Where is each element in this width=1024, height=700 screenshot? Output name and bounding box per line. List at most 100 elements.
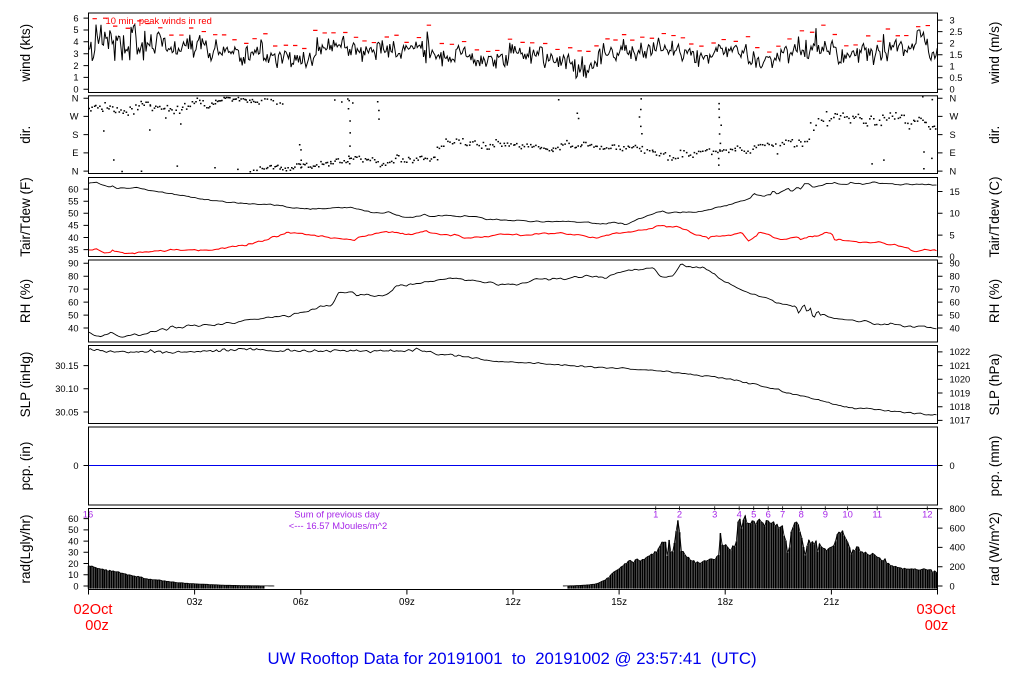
svg-text:S: S: [950, 130, 956, 140]
svg-text:S: S: [72, 130, 78, 140]
svg-text:4: 4: [73, 37, 78, 47]
svg-text:0: 0: [950, 85, 955, 95]
svg-text:50: 50: [950, 310, 960, 320]
svg-text:Sum of previous day: Sum of previous day: [294, 509, 380, 520]
svg-text:3: 3: [712, 509, 717, 520]
svg-text:12: 12: [922, 509, 932, 520]
svg-text:4: 4: [737, 509, 742, 520]
svg-text:1.5: 1.5: [950, 50, 963, 60]
svg-text:1: 1: [653, 509, 658, 520]
svg-text:30.10: 30.10: [55, 384, 78, 394]
svg-text:rad (W/m^2): rad (W/m^2): [987, 512, 1002, 586]
svg-text:15: 15: [950, 187, 960, 197]
svg-text:60: 60: [68, 184, 78, 194]
svg-text:pcp. (mm): pcp. (mm): [987, 436, 1002, 497]
svg-text:1: 1: [950, 62, 955, 72]
svg-text:5: 5: [751, 509, 756, 520]
svg-text:30: 30: [68, 548, 78, 558]
svg-text:dir.: dir.: [18, 126, 33, 144]
svg-text:N: N: [950, 166, 957, 176]
svg-text:00z: 00z: [85, 618, 109, 634]
svg-text:11: 11: [872, 509, 882, 520]
svg-text:UW Rooftop Data for 20191001: UW Rooftop Data for 20191001 to 20191002…: [267, 649, 756, 668]
svg-text:1: 1: [73, 73, 78, 83]
svg-text:800: 800: [950, 504, 966, 514]
svg-text:1021: 1021: [950, 361, 971, 371]
svg-text:5: 5: [73, 25, 78, 35]
svg-text:6: 6: [766, 509, 771, 520]
svg-text:8: 8: [799, 509, 804, 520]
svg-text:SLP (hPa): SLP (hPa): [987, 353, 1002, 415]
svg-text:3: 3: [73, 49, 78, 59]
svg-text:02Oct: 02Oct: [74, 602, 113, 618]
svg-text:1022: 1022: [950, 347, 971, 357]
svg-text:09z: 09z: [399, 597, 415, 608]
svg-text:wind (kts): wind (kts): [18, 24, 33, 83]
svg-text:2.5: 2.5: [950, 27, 963, 37]
svg-text:E: E: [950, 148, 956, 158]
svg-text:20: 20: [68, 559, 78, 569]
svg-text:<--- 16.57 MJoules/m^2: <--- 16.57 MJoules/m^2: [289, 520, 387, 531]
svg-text:dir.: dir.: [987, 126, 1002, 144]
svg-text:N: N: [72, 166, 79, 176]
svg-text:7: 7: [780, 509, 785, 520]
svg-text:wind (m/s): wind (m/s): [987, 22, 1002, 85]
svg-text:70: 70: [950, 284, 960, 294]
svg-text:RH (%): RH (%): [18, 279, 33, 323]
svg-text:SLP (inHg): SLP (inHg): [18, 352, 33, 418]
svg-text:1018: 1018: [950, 402, 971, 412]
svg-text:0: 0: [950, 461, 955, 471]
svg-text:5: 5: [950, 230, 955, 240]
svg-text:2: 2: [950, 39, 955, 49]
svg-text:90: 90: [68, 259, 78, 269]
svg-text:40: 40: [68, 536, 78, 546]
svg-text:60: 60: [950, 297, 960, 307]
svg-text:0.5: 0.5: [950, 73, 963, 83]
svg-text:18z: 18z: [717, 597, 733, 608]
svg-text:pcp. (in): pcp. (in): [18, 442, 33, 491]
svg-text:10: 10: [68, 570, 78, 580]
svg-text:60: 60: [68, 514, 78, 524]
svg-text:2: 2: [73, 61, 78, 71]
svg-text:55: 55: [68, 197, 78, 207]
svg-text:12z: 12z: [505, 597, 521, 608]
svg-text:90: 90: [950, 259, 960, 269]
svg-text:N: N: [950, 94, 957, 104]
svg-text:40: 40: [950, 323, 960, 333]
svg-text:50: 50: [68, 525, 78, 535]
svg-text:600: 600: [950, 523, 966, 533]
svg-text:rad(Lgly/hr): rad(Lgly/hr): [18, 514, 33, 583]
svg-text:10: 10: [950, 209, 960, 219]
svg-text:1020: 1020: [950, 375, 971, 385]
svg-text:35: 35: [68, 245, 78, 255]
svg-text:0: 0: [73, 461, 78, 471]
svg-text:W: W: [950, 112, 959, 122]
svg-text:200: 200: [950, 562, 966, 572]
svg-text:6: 6: [73, 13, 78, 23]
svg-text:0: 0: [73, 581, 78, 591]
svg-text:80: 80: [68, 272, 78, 282]
svg-text:10: 10: [842, 509, 852, 520]
svg-text:1017: 1017: [950, 416, 971, 426]
svg-text:70: 70: [68, 284, 78, 294]
svg-text:0: 0: [73, 85, 78, 95]
svg-text:1019: 1019: [950, 388, 971, 398]
svg-text:0: 0: [950, 581, 955, 591]
svg-text:N: N: [72, 94, 79, 104]
svg-text:RH (%): RH (%): [987, 279, 1002, 323]
svg-text:03Oct: 03Oct: [917, 602, 956, 618]
svg-text:40: 40: [68, 323, 78, 333]
svg-text:40: 40: [68, 233, 78, 243]
svg-text:9: 9: [823, 509, 828, 520]
svg-text:30.15: 30.15: [55, 361, 78, 371]
svg-text:50: 50: [68, 209, 78, 219]
svg-text:3: 3: [950, 15, 955, 25]
svg-text:0: 0: [950, 252, 955, 262]
svg-text:W: W: [70, 112, 79, 122]
svg-text:21z: 21z: [824, 597, 840, 608]
svg-text:80: 80: [950, 272, 960, 282]
svg-text:60: 60: [68, 297, 78, 307]
svg-text:Tair/Tdew (F): Tair/Tdew (F): [18, 177, 33, 257]
svg-text:50: 50: [68, 310, 78, 320]
svg-text:10 min. peak winds in red: 10 min. peak winds in red: [106, 15, 212, 26]
